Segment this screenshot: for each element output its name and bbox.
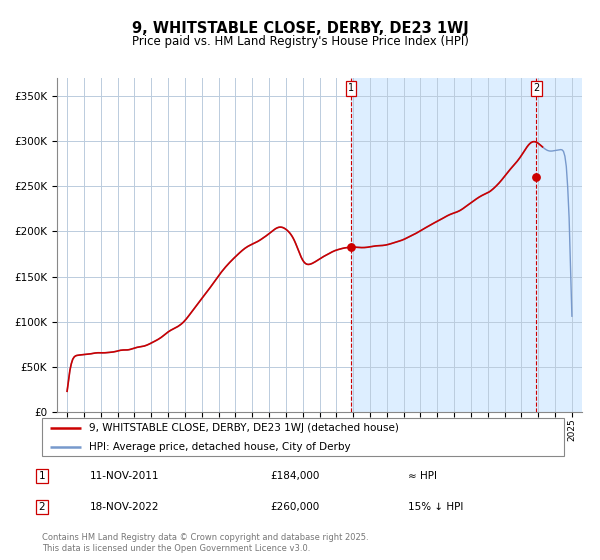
Text: 11-NOV-2011: 11-NOV-2011 <box>90 471 160 481</box>
FancyBboxPatch shape <box>42 418 564 456</box>
Text: Price paid vs. HM Land Registry's House Price Index (HPI): Price paid vs. HM Land Registry's House … <box>131 35 469 48</box>
Text: £260,000: £260,000 <box>270 502 319 512</box>
Text: 1: 1 <box>38 471 46 481</box>
Text: 18-NOV-2022: 18-NOV-2022 <box>90 502 160 512</box>
Point <box>346 243 356 252</box>
Text: 1: 1 <box>348 83 354 94</box>
Bar <box>351 78 582 412</box>
Text: 9, WHITSTABLE CLOSE, DERBY, DE23 1WJ: 9, WHITSTABLE CLOSE, DERBY, DE23 1WJ <box>131 21 469 36</box>
Point <box>532 173 541 182</box>
Text: 9, WHITSTABLE CLOSE, DERBY, DE23 1WJ (detached house): 9, WHITSTABLE CLOSE, DERBY, DE23 1WJ (de… <box>89 423 399 433</box>
Text: 2: 2 <box>533 83 539 94</box>
Text: £184,000: £184,000 <box>270 471 319 481</box>
Text: 2: 2 <box>38 502 46 512</box>
Text: 15% ↓ HPI: 15% ↓ HPI <box>408 502 463 512</box>
Text: Contains HM Land Registry data © Crown copyright and database right 2025.
This d: Contains HM Land Registry data © Crown c… <box>42 533 368 553</box>
Text: HPI: Average price, detached house, City of Derby: HPI: Average price, detached house, City… <box>89 442 350 452</box>
Text: ≈ HPI: ≈ HPI <box>408 471 437 481</box>
